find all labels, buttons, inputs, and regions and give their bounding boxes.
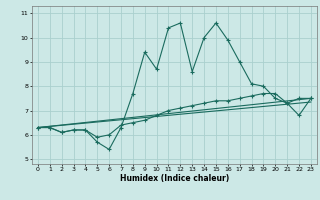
X-axis label: Humidex (Indice chaleur): Humidex (Indice chaleur) <box>120 174 229 183</box>
